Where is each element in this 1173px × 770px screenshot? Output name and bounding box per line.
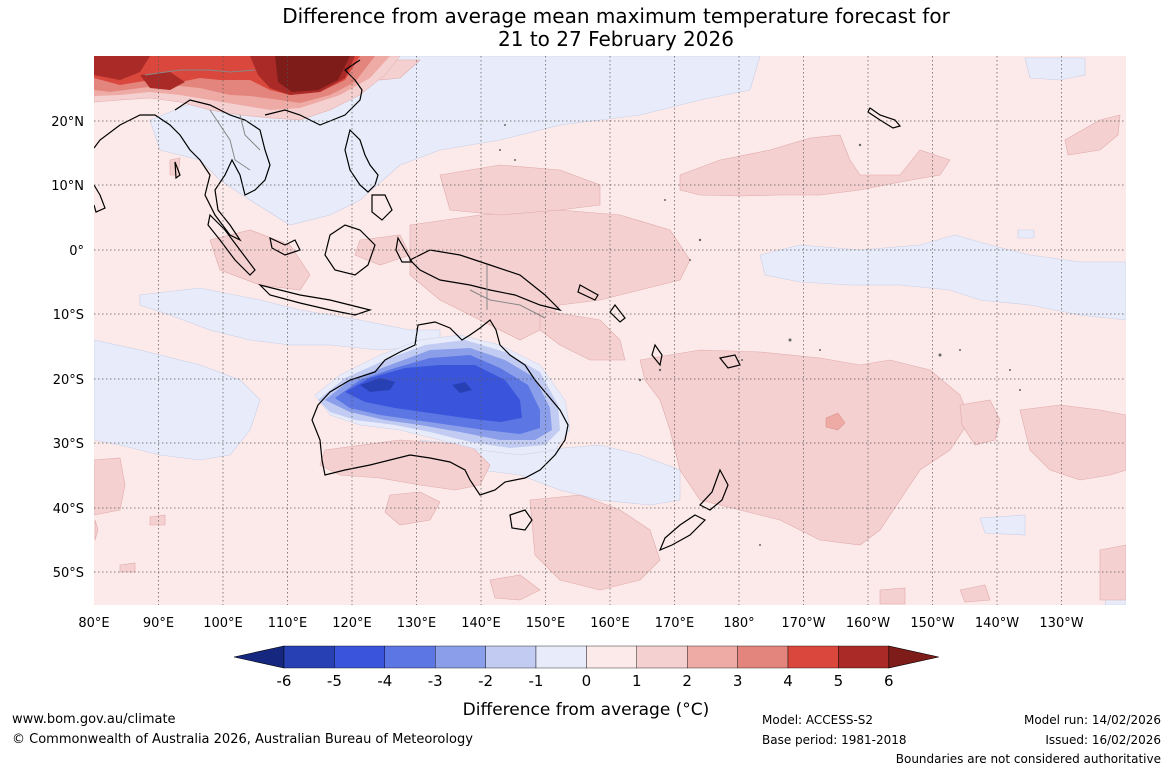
country-borders bbox=[144, 69, 546, 319]
colorbar-tick: 4 bbox=[783, 672, 793, 690]
colorbar-extend-high bbox=[888, 645, 939, 669]
colorbar-tick-labels: -6 -5 -4 -3 -2 -1 0 1 2 3 4 5 6 bbox=[277, 672, 894, 690]
colorbar-segment bbox=[787, 645, 839, 669]
colorbar-segment bbox=[485, 645, 537, 669]
lon-label: 130°W bbox=[1039, 616, 1083, 631]
pacific-islands bbox=[499, 124, 1021, 546]
colorbar-extend-low bbox=[233, 645, 285, 669]
lon-label: 170°W bbox=[781, 616, 825, 631]
map-title-line1: Difference from average mean maximum tem… bbox=[282, 4, 950, 28]
gridlines bbox=[94, 56, 1126, 605]
coastlines bbox=[94, 59, 902, 552]
colorbar-tick: 2 bbox=[682, 672, 692, 690]
lon-label: 150°W bbox=[910, 616, 954, 631]
latitude-labels: 20°N 10°N 0° 10°S 20°S 30°S 40°S 50°S bbox=[51, 115, 84, 581]
colorbar-tick: 6 bbox=[884, 672, 894, 690]
lat-label: 50°S bbox=[53, 566, 84, 581]
colorbar-segment bbox=[283, 645, 335, 669]
lat-label: 10°S bbox=[53, 308, 84, 323]
lon-label: 150°E bbox=[526, 616, 566, 631]
lon-label: 80°E bbox=[78, 616, 109, 631]
lat-label: 20°S bbox=[53, 373, 84, 388]
longitude-labels: 80°E 90°E 100°E 110°E 120°E 130°E 140°E … bbox=[78, 616, 1083, 631]
colorbar-tick: 0 bbox=[582, 672, 592, 690]
boundary-disclaimer: Boundaries are not considered authoritat… bbox=[895, 752, 1161, 766]
asia-warm-anomaly bbox=[94, 56, 401, 121]
colorbar-title: Difference from average (°C) bbox=[463, 700, 710, 720]
lon-label: 170°E bbox=[655, 616, 695, 631]
colorbar-tick: 3 bbox=[733, 672, 743, 690]
lat-label: 30°S bbox=[53, 437, 84, 452]
colorbar-segment bbox=[737, 645, 789, 669]
warm-patch-2 bbox=[825, 412, 846, 431]
colorbar-segment bbox=[687, 645, 738, 669]
lat-label: 10°N bbox=[51, 179, 84, 194]
lon-label: 140°E bbox=[461, 616, 501, 631]
colorbar-segment bbox=[838, 645, 890, 669]
colorbar bbox=[233, 645, 939, 669]
lat-label: 0° bbox=[69, 244, 84, 259]
colorbar-tick: -4 bbox=[377, 672, 392, 690]
issued-date: Issued: 16/02/2026 bbox=[1045, 733, 1161, 747]
lon-label: 180° bbox=[723, 616, 754, 631]
lat-label: 40°S bbox=[53, 502, 84, 517]
colorbar-segment bbox=[586, 645, 638, 669]
colorbar-tick: -2 bbox=[478, 672, 493, 690]
colorbar-tick: -1 bbox=[529, 672, 544, 690]
lon-label: 110°E bbox=[268, 616, 308, 631]
model-run-date: Model run: 14/02/2026 bbox=[1023, 713, 1161, 727]
base-period: Base period: 1981-2018 bbox=[762, 733, 907, 747]
colorbar-segment bbox=[334, 645, 385, 669]
colorbar-tick: -6 bbox=[277, 672, 292, 690]
lon-label: 120°E bbox=[332, 616, 372, 631]
colorbar-tick: -5 bbox=[327, 672, 342, 690]
lon-label: 90°E bbox=[143, 616, 174, 631]
lon-label: 140°W bbox=[975, 616, 1019, 631]
lon-label: 160°E bbox=[590, 616, 630, 631]
colorbar-tick: 1 bbox=[632, 672, 642, 690]
lon-label: 160°W bbox=[846, 616, 890, 631]
australia-cool-anomaly bbox=[314, 334, 571, 456]
model-name: Model: ACCESS-S2 bbox=[762, 713, 874, 727]
colorbar-tick: -3 bbox=[428, 672, 443, 690]
map-title-line2: 21 to 27 February 2026 bbox=[498, 27, 734, 51]
colorbar-tick: 5 bbox=[834, 672, 844, 690]
website-link[interactable]: www.bom.gov.au/climate bbox=[12, 712, 176, 727]
anomaly-warm-areas bbox=[94, 59, 1126, 605]
colorbar-segment bbox=[535, 645, 587, 669]
copyright-text: © Commonwealth of Australia 2026, Austra… bbox=[12, 732, 473, 747]
lon-label: 130°E bbox=[397, 616, 437, 631]
colorbar-segment bbox=[435, 645, 486, 669]
colorbar-segment bbox=[384, 645, 436, 669]
colorbar-segment bbox=[636, 645, 688, 669]
lon-label: 100°E bbox=[203, 616, 243, 631]
lat-label: 20°N bbox=[51, 115, 84, 130]
